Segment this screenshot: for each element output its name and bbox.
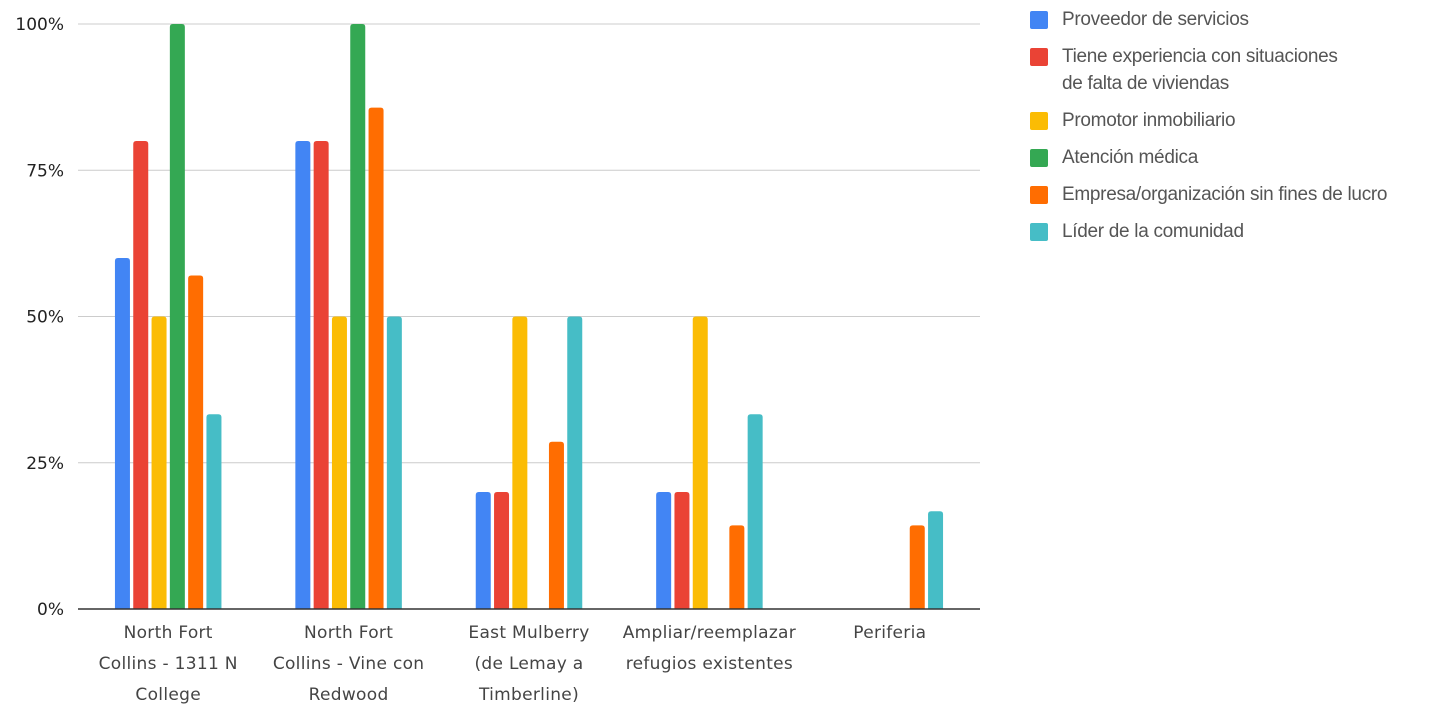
bar (350, 24, 366, 609)
bar (206, 414, 222, 609)
x-tick-label: Collins - 1311 N (99, 654, 238, 674)
legend-swatch (1030, 112, 1048, 130)
y-tick-label: 50% (26, 308, 64, 328)
x-axis-labels: North Fort Collins - 1311 N College North F… (99, 623, 926, 705)
y-tick-label: 25% (26, 454, 64, 474)
bar (729, 525, 745, 609)
bar (114, 258, 130, 609)
x-tick-label: Periferia (853, 623, 926, 643)
x-tick-label: North Fort (304, 623, 393, 643)
x-tick-label: Collins - Vine con (273, 654, 425, 674)
legend-item: Empresa/organización sin fines de lucro (1030, 181, 1450, 208)
x-tick-label: refugios existentes (626, 654, 793, 674)
legend-label: Líder de la comunidad (1062, 221, 1244, 242)
bar (475, 492, 491, 609)
legend-swatch (1030, 11, 1048, 29)
bar (313, 141, 329, 609)
gridlines (78, 23, 980, 464)
x-tick-label: Ampliar/reemplazar (623, 623, 796, 643)
bar (188, 275, 204, 609)
legend-label: de falta de viviendas (1062, 73, 1229, 94)
bar (909, 525, 925, 609)
bar (692, 316, 708, 609)
legend-item: Tiene experiencia con situaciones de falt… (1030, 43, 1450, 97)
y-tick-label: 0% (37, 600, 64, 620)
bar (567, 316, 583, 609)
bar (494, 492, 510, 609)
legend-label: Empresa/organización sin fines de lucro (1062, 184, 1388, 205)
y-axis-ticks: 0% 25% 50% 75% 100% (15, 15, 64, 620)
x-tick-label: East Mulberry (468, 623, 589, 643)
legend-label: Promotor inmobiliario (1062, 110, 1236, 131)
bar (295, 141, 311, 609)
legend-swatch (1030, 223, 1048, 241)
legend: Proveedor de servicios Tiene experiencia … (1030, 6, 1450, 255)
x-tick-label: North Fort (124, 623, 213, 643)
legend-label: Atención médica (1062, 147, 1198, 168)
bar (133, 141, 149, 609)
bar (512, 316, 528, 609)
legend-item: Líder de la comunidad (1030, 218, 1450, 245)
legend-label: Tiene experiencia con situaciones (1062, 46, 1338, 67)
x-tick-label: Redwood (309, 685, 389, 705)
bar (548, 441, 564, 609)
bar (747, 414, 763, 609)
x-tick-label: Timberline) (478, 685, 579, 705)
legend-swatch (1030, 48, 1048, 66)
legend-label: Proveedor de servicios (1062, 9, 1249, 30)
bar (656, 492, 672, 609)
legend-swatch (1030, 149, 1048, 167)
bar (928, 511, 944, 609)
legend-item: Atención médica (1030, 144, 1450, 171)
bar (331, 316, 347, 609)
bar (674, 492, 690, 609)
legend-item: Proveedor de servicios (1030, 6, 1450, 33)
y-tick-label: 100% (15, 15, 64, 35)
bar (368, 107, 384, 609)
bars (114, 24, 944, 609)
x-tick-label: College (135, 685, 201, 705)
legend-swatch (1030, 186, 1048, 204)
y-tick-label: 75% (26, 161, 64, 181)
x-tick-label: (de Lemay a (474, 654, 583, 674)
bar-chart: 0% 25% 50% 75% 100% North Fort Collins - 1311… (15, 15, 980, 705)
legend-item: Promotor inmobiliario (1030, 107, 1450, 134)
bar (151, 316, 167, 609)
bar (169, 24, 185, 609)
bar (386, 316, 402, 609)
